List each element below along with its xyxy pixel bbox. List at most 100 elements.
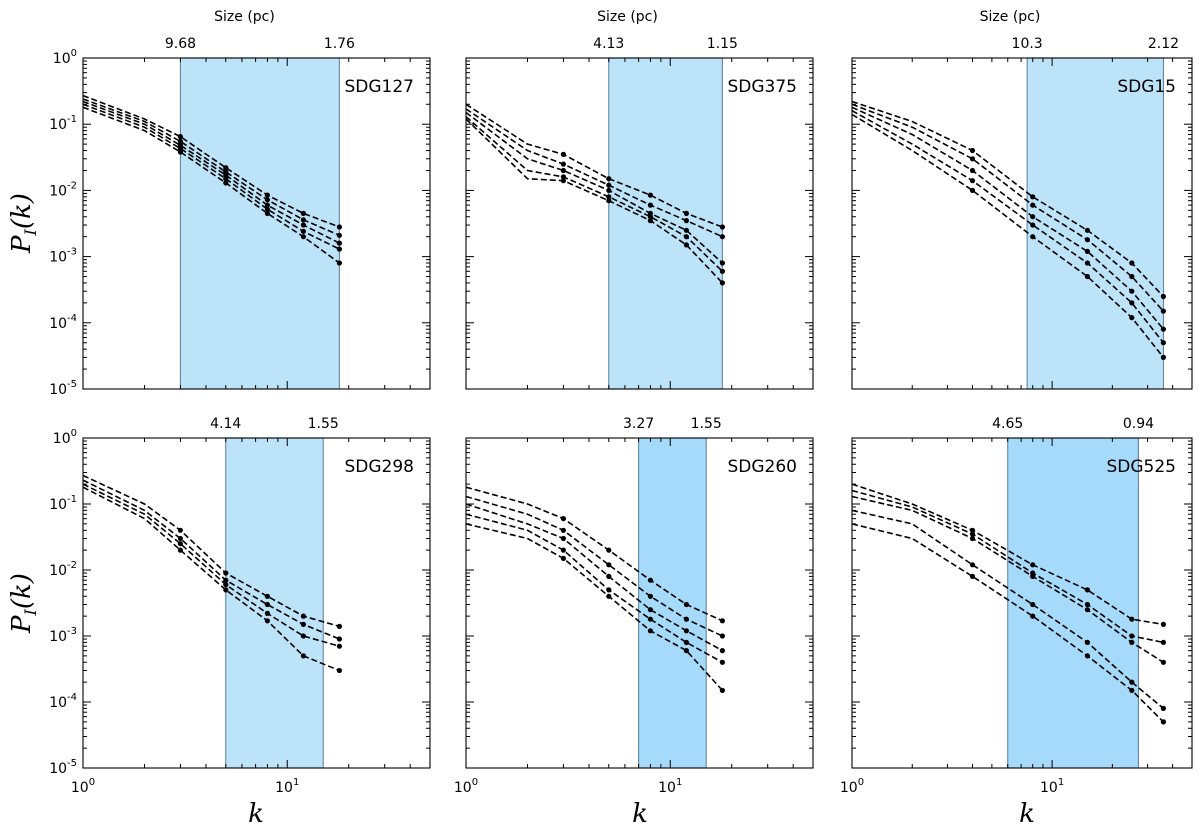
panel-sdg15: 10.3 2.12 Size (pc) SDG15 xyxy=(851,9,1193,390)
data-point xyxy=(1129,616,1135,622)
size-label-left: 10.3 xyxy=(1012,36,1043,52)
data-point xyxy=(719,224,726,230)
size-label-left: 4.65 xyxy=(992,416,1023,432)
data-point xyxy=(719,618,726,624)
data-point xyxy=(300,217,306,223)
data-point xyxy=(1129,288,1135,294)
data-point xyxy=(560,151,567,157)
data-point xyxy=(683,234,690,240)
data-point xyxy=(1084,607,1090,613)
data-point xyxy=(719,280,726,286)
data-point xyxy=(223,165,229,171)
y-tick-label: 10-1 xyxy=(49,494,77,513)
plot-frame xyxy=(851,437,1193,769)
data-point xyxy=(300,633,306,639)
data-point xyxy=(264,197,270,203)
data-point xyxy=(683,616,690,622)
x-tick-label: 100 xyxy=(840,777,864,796)
scale-range-band xyxy=(638,437,707,769)
size-label-right: 2.12 xyxy=(1148,36,1179,52)
data-point xyxy=(606,573,612,580)
size-label-left: 4.13 xyxy=(593,36,624,52)
data-point xyxy=(647,202,654,208)
data-point xyxy=(1160,719,1166,725)
data-point xyxy=(969,535,976,542)
plot-frame xyxy=(465,57,814,390)
data-point xyxy=(1160,621,1166,628)
data-point xyxy=(606,187,612,193)
size-axis-title: Size (pc) xyxy=(214,9,275,25)
data-point xyxy=(1160,705,1166,712)
data-point xyxy=(336,667,342,674)
y-axis-title: PI(k) xyxy=(7,573,40,634)
panel-sdg375: 4.13 1.15 Size (pc) SDG375 xyxy=(465,9,814,390)
data-point xyxy=(1129,260,1135,266)
y-tick-label: 100 xyxy=(53,428,77,447)
y-tick-label: 10-5 xyxy=(49,758,77,777)
data-point xyxy=(223,180,229,186)
size-label-right: 1.15 xyxy=(707,36,738,52)
data-point xyxy=(969,147,976,154)
data-point xyxy=(1030,202,1036,208)
data-point xyxy=(719,687,726,694)
data-point xyxy=(300,228,306,234)
series-line-s4 xyxy=(851,110,1165,344)
data-point xyxy=(560,174,567,180)
data-point xyxy=(683,242,690,248)
data-point xyxy=(300,222,306,228)
data-point xyxy=(1129,315,1135,321)
panel-title: SDG15 xyxy=(1117,77,1176,97)
data-point xyxy=(336,224,342,230)
data-point xyxy=(683,218,690,224)
data-point xyxy=(606,176,612,182)
data-point xyxy=(683,648,690,654)
data-point xyxy=(336,643,342,649)
data-point xyxy=(606,562,612,568)
data-point xyxy=(336,260,342,266)
data-point xyxy=(606,198,612,204)
data-point xyxy=(223,176,229,182)
data-point xyxy=(336,623,342,630)
data-point xyxy=(336,246,342,252)
data-point xyxy=(647,218,654,224)
data-point xyxy=(264,192,270,198)
x-tick-label: 100 xyxy=(454,777,478,796)
x-tick-label: 101 xyxy=(275,777,299,796)
plot-frame xyxy=(82,57,431,390)
data-point xyxy=(336,636,342,642)
data-point xyxy=(1160,293,1166,300)
data-point xyxy=(1084,273,1090,280)
data-point xyxy=(719,659,726,665)
data-point xyxy=(1030,222,1036,228)
size-axis-title: Size (pc) xyxy=(597,9,658,25)
data-point xyxy=(560,547,567,553)
data-point xyxy=(969,187,976,193)
x-axis-title: k xyxy=(248,799,264,829)
data-point xyxy=(1084,260,1090,266)
data-point xyxy=(560,516,567,522)
x-axis-title: k xyxy=(632,799,648,829)
data-point xyxy=(969,562,976,568)
data-point xyxy=(1160,340,1166,346)
size-label-left: 3.27 xyxy=(623,416,654,432)
y-tick-label: 100 xyxy=(53,48,77,67)
panel-title: SDG127 xyxy=(344,77,414,97)
data-point xyxy=(1030,613,1036,619)
data-point xyxy=(264,202,270,208)
data-point xyxy=(336,240,342,246)
data-point xyxy=(969,573,976,580)
plot-frame xyxy=(82,437,431,769)
scale-range-band xyxy=(225,437,324,769)
x-tick-label: 101 xyxy=(1040,777,1064,796)
data-point xyxy=(1084,237,1090,243)
data-point xyxy=(606,547,612,553)
y-tick-label: 10-2 xyxy=(49,560,77,579)
data-point xyxy=(300,210,306,216)
data-point xyxy=(223,577,229,583)
data-point xyxy=(1160,639,1166,646)
data-point xyxy=(560,527,567,533)
data-point xyxy=(969,178,976,184)
data-point xyxy=(719,260,726,266)
